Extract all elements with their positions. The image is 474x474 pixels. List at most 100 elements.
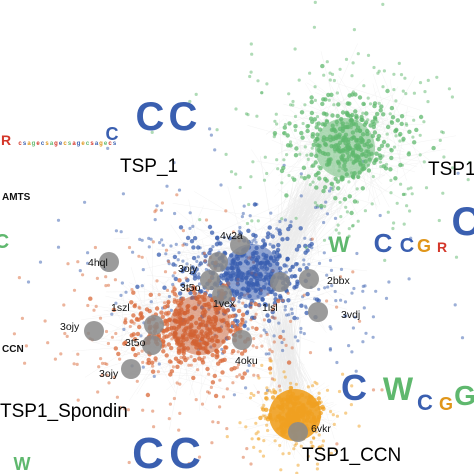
- cluster-node: [383, 258, 387, 262]
- cluster-node: [333, 216, 338, 220]
- cluster-node: [110, 335, 114, 339]
- cluster-node: [299, 172, 303, 176]
- cluster-node: [347, 194, 352, 199]
- cluster-node: [247, 202, 251, 207]
- cluster-node: [163, 301, 167, 305]
- cluster-node: [254, 421, 258, 425]
- cluster-node: [265, 386, 269, 390]
- cluster-node: [210, 441, 214, 445]
- cluster-node: [335, 91, 339, 95]
- cluster-node: [337, 231, 341, 235]
- cluster-node: [345, 101, 350, 106]
- cluster-node: [330, 72, 335, 76]
- cluster-node: [285, 143, 291, 148]
- cluster-node: [325, 212, 329, 216]
- cluster-node: [372, 115, 378, 120]
- cluster-node: [313, 85, 317, 89]
- cluster-node: [303, 103, 307, 107]
- logo-letter: C: [374, 228, 393, 258]
- cluster-node: [271, 244, 276, 249]
- cluster-node: [234, 107, 238, 111]
- cluster-node: [313, 160, 318, 165]
- cluster-node: [241, 211, 245, 216]
- cluster-node: [398, 139, 402, 143]
- cluster-node: [151, 240, 155, 244]
- cluster-node: [289, 381, 293, 385]
- cluster-node: [290, 311, 294, 316]
- cluster-node: [395, 201, 399, 205]
- cluster-node: [292, 315, 297, 321]
- cluster-node: [378, 108, 383, 113]
- cluster-node: [177, 428, 181, 432]
- cluster-node: [295, 262, 299, 266]
- cluster-node: [110, 312, 114, 316]
- logo-letter: G: [439, 394, 453, 414]
- cluster-node: [150, 130, 154, 134]
- cluster-node: [147, 245, 151, 249]
- cluster-node: [56, 218, 61, 222]
- cluster-node: [329, 327, 333, 331]
- cluster-node: [389, 148, 394, 153]
- cluster-node: [63, 331, 67, 336]
- logo-letter: g: [99, 141, 103, 147]
- structure-label: 4v2a: [220, 230, 243, 242]
- cluster-node: [107, 381, 111, 385]
- cluster-node: [368, 123, 373, 128]
- cluster-node: [289, 220, 293, 224]
- cluster-node: [356, 175, 360, 179]
- cluster-node: [384, 296, 389, 300]
- cluster-node: [254, 326, 259, 331]
- cluster-node: [166, 318, 171, 323]
- cluster-node: [111, 307, 117, 312]
- cluster-node: [173, 211, 177, 216]
- cluster-node: [237, 300, 241, 304]
- cluster-node: [118, 357, 122, 361]
- cluster-node: [321, 97, 326, 102]
- cluster-node: [191, 245, 196, 250]
- tsp1-core: [224, 244, 280, 300]
- cluster-node: [208, 247, 213, 252]
- cluster-node: [192, 276, 198, 281]
- cluster-node: [399, 114, 405, 119]
- cluster-node: [293, 274, 297, 278]
- cluster-node: [339, 267, 344, 271]
- cluster-node: [249, 305, 253, 310]
- cluster-node: [248, 214, 252, 218]
- cluster-node: [164, 248, 169, 252]
- cluster-node: [265, 313, 270, 318]
- cluster-node: [353, 92, 358, 97]
- cluster-node: [426, 78, 430, 82]
- cluster-node: [159, 310, 164, 315]
- cluster-node: [215, 235, 220, 240]
- cluster-node: [86, 303, 90, 308]
- cluster-node: [405, 204, 409, 208]
- cluster-node: [453, 303, 457, 307]
- cluster-node: [152, 425, 156, 429]
- cluster-node: [177, 360, 181, 365]
- cluster-node: [330, 113, 335, 118]
- cluster-node: [401, 139, 405, 143]
- structure-label: 1szl: [111, 302, 130, 314]
- cluster-node: [385, 88, 390, 94]
- cluster-node: [351, 270, 355, 274]
- cluster-node: [272, 378, 277, 382]
- cluster-node: [282, 337, 286, 341]
- cluster-node: [381, 139, 387, 145]
- cluster-node: [280, 237, 285, 242]
- cluster-node: [220, 370, 225, 375]
- cluster-node: [251, 239, 255, 243]
- cluster-node: [388, 112, 392, 116]
- cluster-node: [360, 186, 365, 191]
- cluster-node: [153, 439, 157, 443]
- cluster-node: [294, 247, 300, 252]
- cluster-node: [287, 92, 291, 96]
- cluster-node: [104, 275, 108, 279]
- cluster-node: [245, 447, 249, 451]
- cluster-node: [366, 168, 372, 173]
- logo-letter: C: [169, 429, 201, 474]
- cluster-node: [307, 243, 312, 248]
- cluster-node: [252, 445, 256, 449]
- cluster-node: [263, 155, 267, 159]
- cluster-node: [220, 358, 225, 363]
- cluster-node: [65, 334, 69, 338]
